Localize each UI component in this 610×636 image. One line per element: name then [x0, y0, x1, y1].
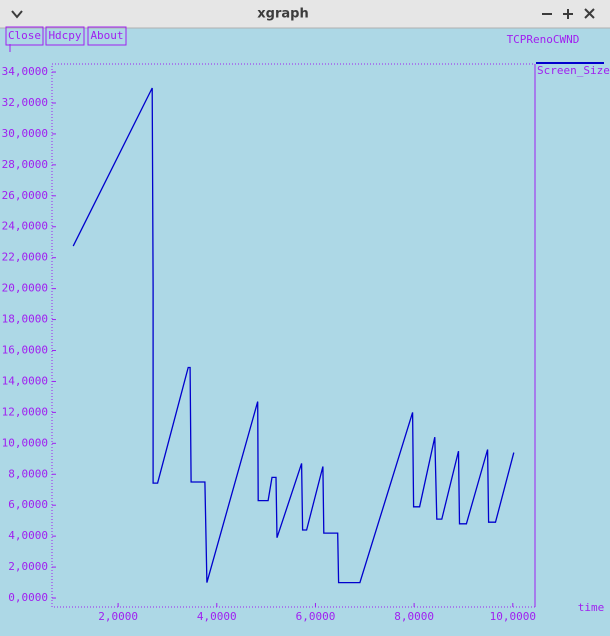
y-tick-label: 20,0000 — [2, 282, 48, 295]
y-tick-label: 6,0000 — [8, 498, 48, 511]
x-tick-label: 4,0000 — [197, 610, 237, 623]
y-tick-label: 32,0000 — [2, 96, 48, 109]
y-tick-label: 24,0000 — [2, 220, 48, 233]
y-tick-label: 34,0000 — [2, 65, 48, 78]
y-tick-label: 22,0000 — [2, 251, 48, 264]
y-tick-label: 0,0000 — [8, 591, 48, 604]
y-tick-label: 10,0000 — [2, 436, 48, 449]
legend-label: Screen_Size — [537, 64, 610, 77]
window-title: xgraph — [257, 7, 308, 22]
y-tick-label: 16,0000 — [2, 344, 48, 357]
y-tick-label: 2,0000 — [8, 560, 48, 573]
x-tick-label: 8,0000 — [394, 610, 434, 623]
toolbar-button-label[interactable]: Close — [8, 29, 41, 42]
y-tick-label: 12,0000 — [2, 405, 48, 418]
y-tick-label: 30,0000 — [2, 127, 48, 140]
plot-frame — [51, 63, 536, 608]
y-tick-label: 8,0000 — [8, 467, 48, 480]
toolbar-button-label[interactable]: About — [90, 29, 123, 42]
y-tick-label: 28,0000 — [2, 158, 48, 171]
y-tick-label: 26,0000 — [2, 189, 48, 202]
maximize-button[interactable] — [563, 9, 573, 19]
y-tick-label: 4,0000 — [8, 529, 48, 542]
window-menu-button[interactable] — [11, 10, 23, 19]
y-tick-label: 14,0000 — [2, 374, 48, 387]
toolbar-button[interactable] — [5, 26, 44, 46]
data-line — [72, 87, 515, 584]
x-tick-label: 2,0000 — [98, 610, 138, 623]
chart-title: TCPRenoCWND — [507, 33, 580, 46]
toolbar-button[interactable] — [45, 26, 85, 46]
x-tick-label: 10,0000 — [490, 610, 536, 623]
title-bar — [0, 0, 610, 28]
toolbar-button[interactable] — [87, 26, 127, 46]
toolbar-button-label[interactable]: Hdcpy — [48, 29, 81, 42]
y-tick-label: 18,0000 — [2, 313, 48, 326]
close-window-button[interactable] — [584, 8, 595, 19]
x-tick-label: 6,0000 — [296, 610, 336, 623]
x-axis-label: time — [578, 601, 605, 614]
